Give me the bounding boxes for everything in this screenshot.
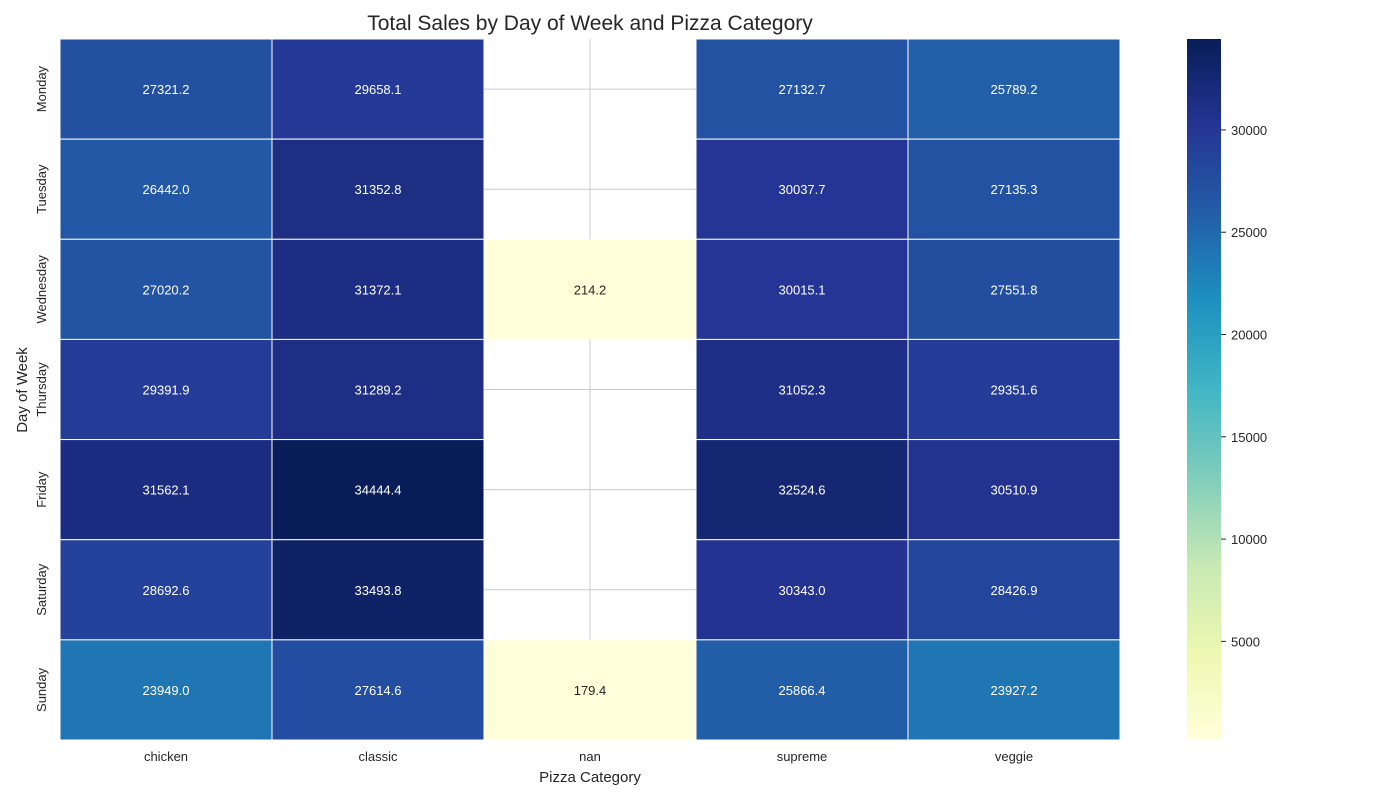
cell-value-label: 31289.2 bbox=[355, 383, 402, 398]
heatmap-cell bbox=[271, 138, 485, 240]
heatmap-cell bbox=[59, 439, 273, 541]
cell-value-label: 34444.4 bbox=[355, 483, 402, 498]
cell-value-label: 179.4 bbox=[574, 683, 607, 698]
cell-value-label: 32524.6 bbox=[779, 483, 826, 498]
heatmap-cell bbox=[907, 338, 1121, 441]
heatmap-cell bbox=[907, 38, 1121, 140]
missing-cell-gridlines bbox=[484, 39, 696, 640]
x-tick-label: chicken bbox=[144, 749, 188, 764]
x-tick-label: classic bbox=[358, 749, 398, 764]
cell-value-label: 25866.4 bbox=[779, 683, 826, 698]
heatmap-cell bbox=[695, 238, 909, 340]
heatmap-cell bbox=[59, 38, 273, 140]
heatmap-cell bbox=[695, 38, 909, 140]
y-tick-label: Wednesday bbox=[34, 255, 49, 324]
heatmap-cell bbox=[271, 439, 485, 541]
y-axis-label: Day of Week bbox=[14, 347, 31, 433]
colorbar-tick-label: 15000 bbox=[1231, 430, 1267, 445]
colorbar-tick-label: 10000 bbox=[1231, 532, 1267, 547]
cell-value-label: 29658.1 bbox=[355, 82, 402, 97]
cell-value-label: 30037.7 bbox=[779, 182, 826, 197]
colorbar bbox=[1187, 39, 1221, 740]
cell-value-label: 31352.8 bbox=[355, 182, 402, 197]
heatmap-cell bbox=[483, 639, 697, 741]
heatmap-cell bbox=[907, 439, 1121, 541]
cell-value-label: 27132.7 bbox=[779, 82, 826, 97]
chart-title: Total Sales by Day of Week and Pizza Cat… bbox=[367, 12, 813, 35]
colorbar-tick-label: 5000 bbox=[1231, 634, 1260, 649]
x-tick-label: nan bbox=[579, 749, 601, 764]
x-axis-label: Pizza Category bbox=[539, 769, 641, 786]
y-tick-label: Tuesday bbox=[34, 164, 49, 214]
colorbar-tick-label: 20000 bbox=[1231, 328, 1267, 343]
cell-value-label: 31052.3 bbox=[779, 383, 826, 398]
heatmap-cell bbox=[271, 38, 485, 140]
heatmap-cell bbox=[271, 338, 485, 441]
cell-value-label: 29391.9 bbox=[143, 383, 190, 398]
heatmap-cell bbox=[907, 238, 1121, 340]
y-tick-label: Friday bbox=[34, 471, 49, 508]
cell-value-label: 27551.8 bbox=[991, 282, 1038, 297]
cell-value-label: 26442.0 bbox=[143, 182, 190, 197]
cell-value-label: 30343.0 bbox=[779, 583, 826, 598]
cell-value-label: 31372.1 bbox=[355, 282, 402, 297]
cell-value-label: 27020.2 bbox=[143, 282, 190, 297]
cell-value-label: 214.2 bbox=[574, 282, 607, 297]
cell-value-label: 25789.2 bbox=[991, 82, 1038, 97]
colorbar-ticks: 5000 10000 15000 20000 25000 30000 bbox=[1221, 123, 1267, 649]
cell-value-label: 28692.6 bbox=[143, 583, 190, 598]
cell-value-label: 27135.3 bbox=[991, 182, 1038, 197]
y-tick-label: Sunday bbox=[34, 667, 49, 712]
heatmap-cell bbox=[271, 238, 485, 340]
y-tick-labels: Monday Tuesday Wednesday Thursday Friday Satu… bbox=[34, 65, 49, 712]
x-tick-label: veggie bbox=[995, 749, 1033, 764]
cell-value-label: 23927.2 bbox=[991, 683, 1038, 698]
y-tick-label: Saturday bbox=[34, 563, 49, 616]
cell-value-label: 30510.9 bbox=[991, 483, 1038, 498]
cell-annotations: 27321.2 29658.1 27132.7 25789.2 26442.0 31352… bbox=[143, 82, 1038, 698]
heatmap-cell bbox=[271, 639, 485, 741]
colorbar-tick-label: 25000 bbox=[1231, 225, 1267, 240]
cell-value-label: 23949.0 bbox=[143, 683, 190, 698]
colorbar-tick-label: 30000 bbox=[1231, 123, 1267, 138]
heatmap-cell bbox=[59, 539, 273, 641]
heatmap-cell bbox=[907, 539, 1121, 641]
heatmap-cell bbox=[695, 639, 909, 741]
cell-value-label: 30015.1 bbox=[779, 282, 826, 297]
cell-value-label: 33493.8 bbox=[355, 583, 402, 598]
heatmap-cell bbox=[59, 138, 273, 240]
heatmap-cell bbox=[695, 439, 909, 541]
cell-value-label: 27321.2 bbox=[143, 82, 190, 97]
cell-value-label: 27614.6 bbox=[355, 683, 402, 698]
cell-value-label: 28426.9 bbox=[991, 583, 1038, 598]
heatmap-cell bbox=[59, 338, 273, 441]
cell-value-label: 29351.6 bbox=[991, 383, 1038, 398]
heatmap-cell bbox=[907, 639, 1121, 741]
x-tick-labels: chicken classic nan supreme veggie bbox=[144, 749, 1033, 764]
heatmap-cells bbox=[59, 38, 1121, 741]
y-tick-label: Monday bbox=[34, 65, 49, 112]
heatmap-cell bbox=[271, 539, 485, 641]
y-tick-label: Thursday bbox=[34, 362, 49, 417]
x-tick-label: supreme bbox=[777, 749, 828, 764]
cell-value-label: 31562.1 bbox=[143, 483, 190, 498]
heatmap-cell bbox=[907, 138, 1121, 240]
